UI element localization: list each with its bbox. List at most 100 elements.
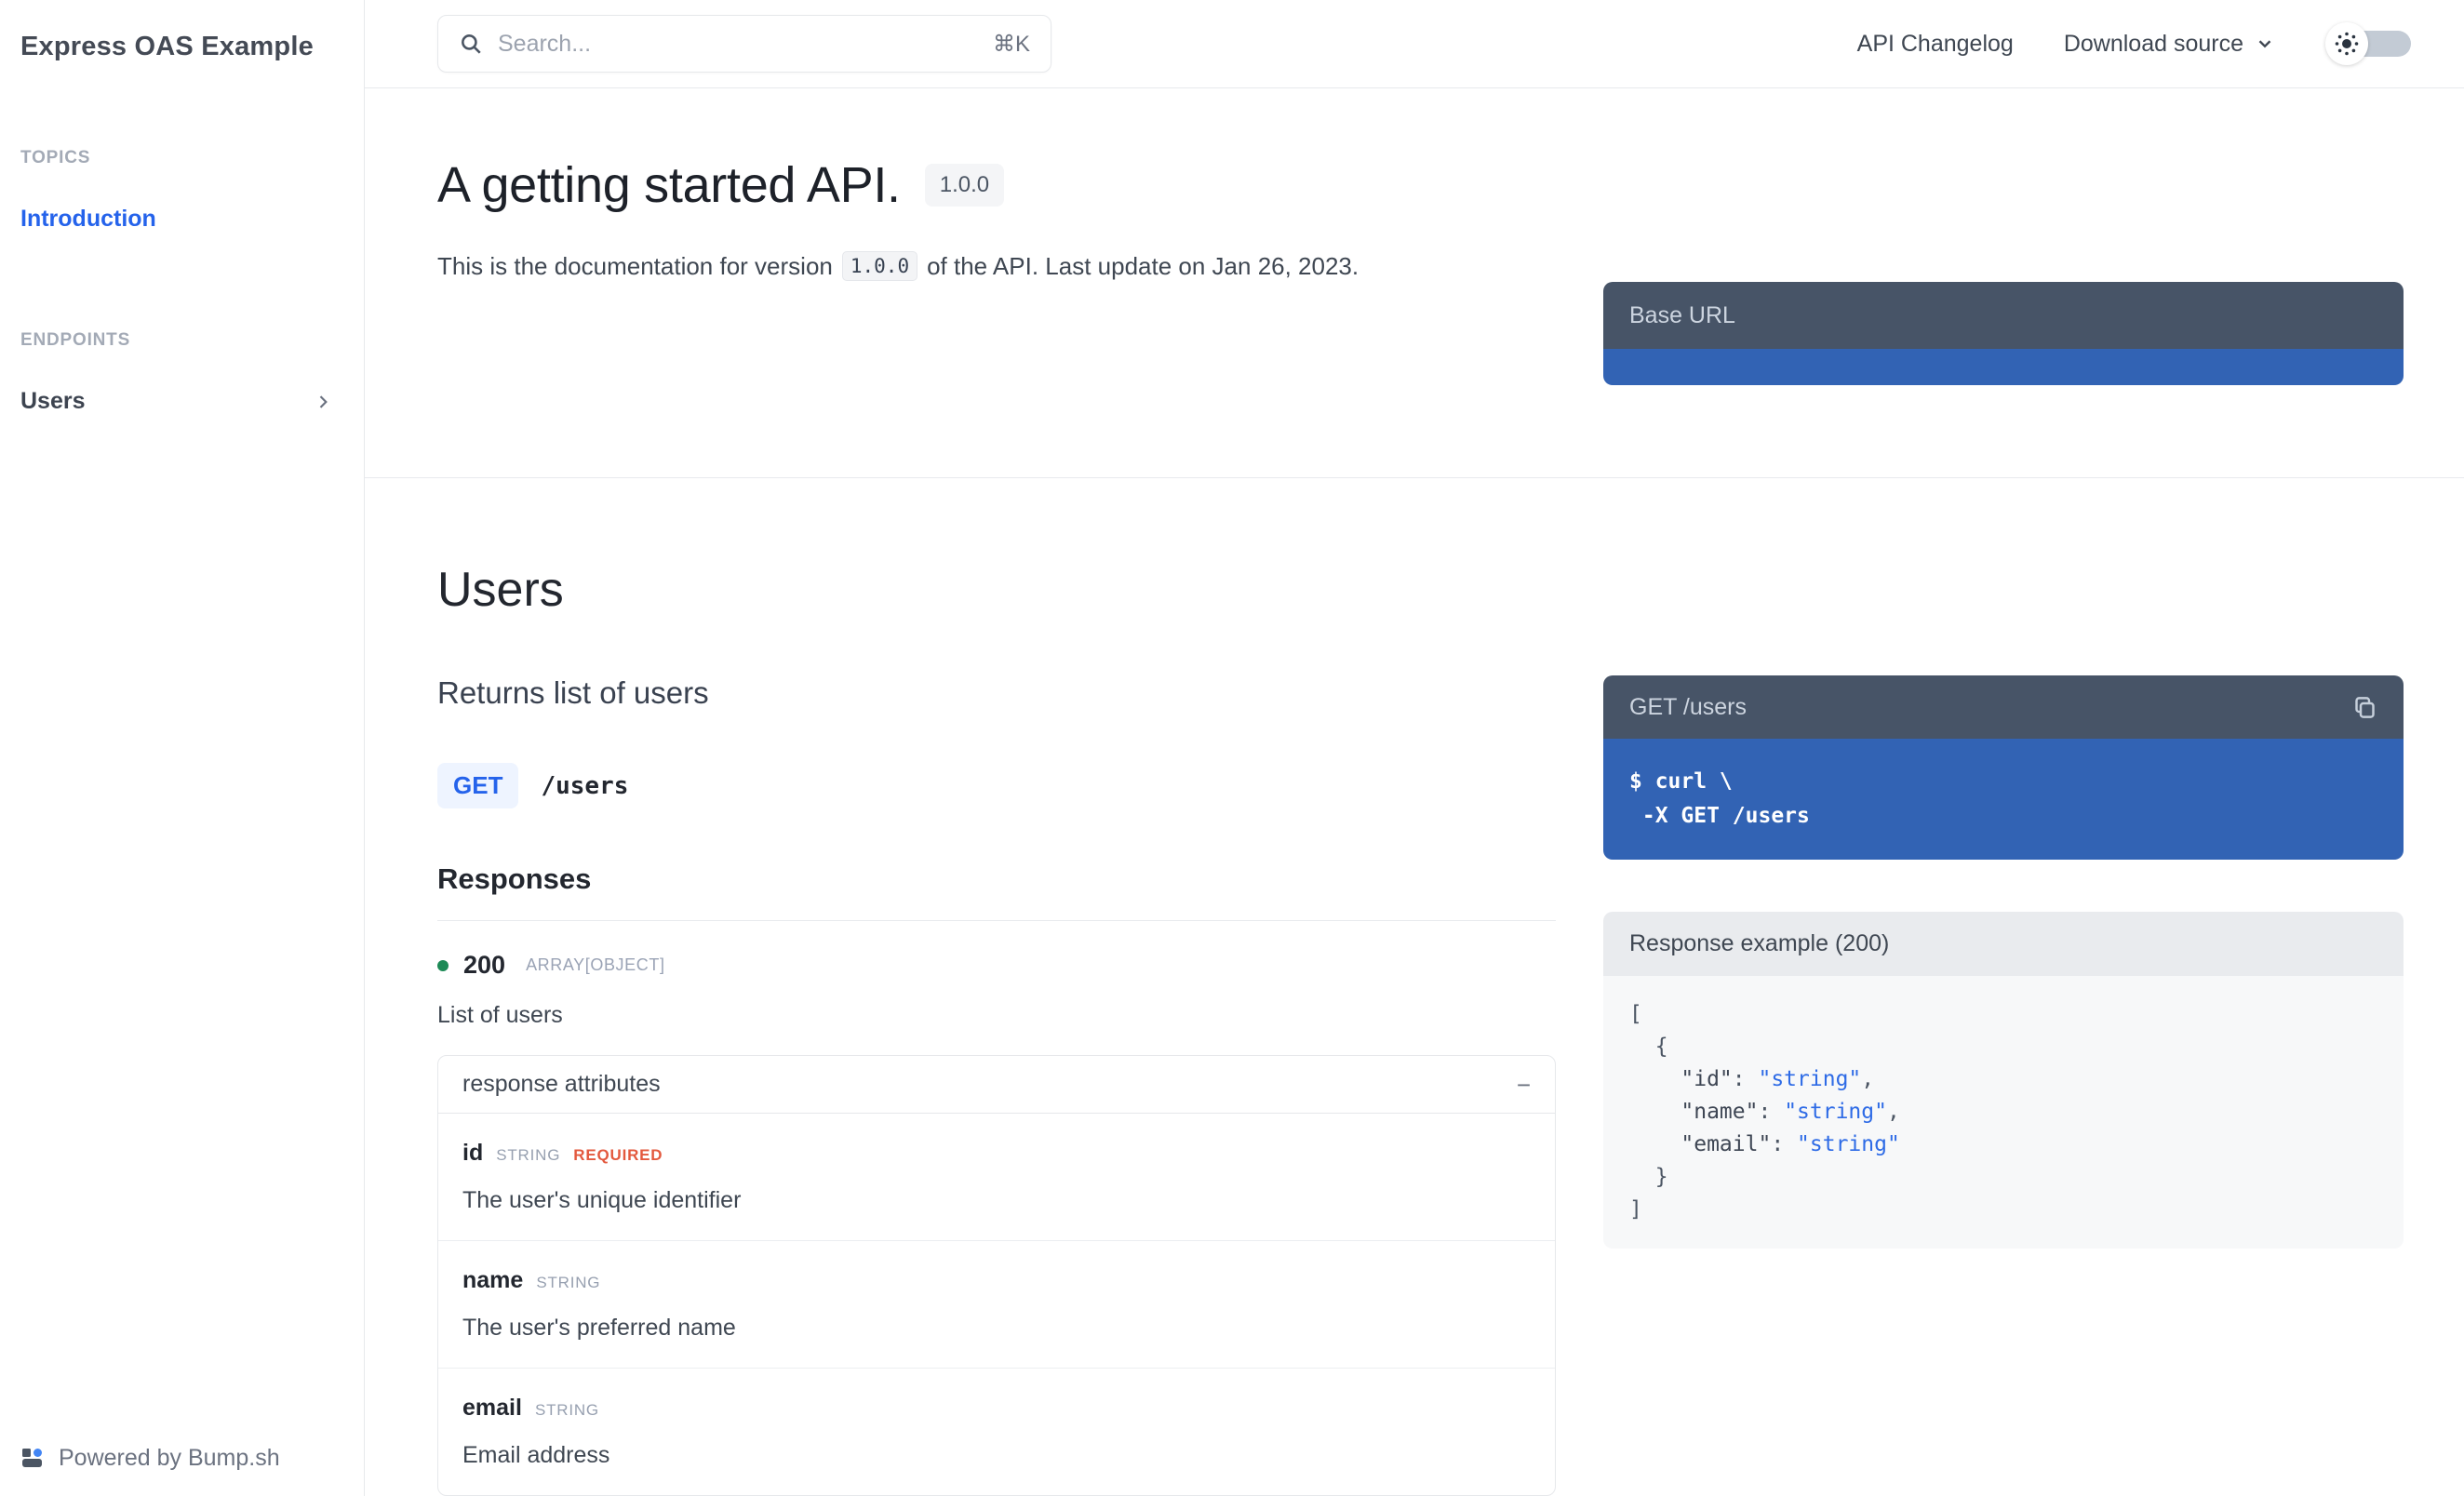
endpoint-path: /users — [541, 771, 629, 800]
status-description: List of users — [437, 1002, 563, 1028]
json-colon: : — [1758, 1100, 1785, 1124]
base-url-label: Base URL — [1629, 301, 1735, 328]
json-line: "email": "string" — [1629, 1129, 2377, 1161]
topbar: ⌘K API Changelog Download source — [365, 0, 2464, 88]
json-colon: : — [1732, 1067, 1759, 1091]
response-example-header: Response example (200) — [1603, 912, 2404, 976]
response-attributes-header[interactable]: response attributes − — [438, 1056, 1555, 1114]
attribute-description: The user's preferred name — [462, 1315, 736, 1341]
json-key: "name" — [1629, 1100, 1759, 1124]
json-value: "string" — [1797, 1132, 1900, 1156]
chevron-right-icon — [319, 394, 328, 408]
download-source-label: Download source — [2063, 30, 2243, 57]
status-dot-icon — [437, 959, 449, 971]
attribute-type: STRING — [534, 1401, 599, 1419]
response-example-title: Response example (200) — [1629, 930, 1890, 956]
intro-right-column: Base URL — [1603, 88, 2404, 477]
intro-description-after: of the API. Last update on Jan 26, 2023. — [927, 251, 1359, 280]
curl-code-block: $ curl \ -X GET /users — [1603, 739, 2404, 860]
search-icon — [462, 34, 481, 54]
endpoint-method-row: GET /users — [437, 763, 1556, 808]
attribute-name: id — [462, 1140, 484, 1166]
users-section: Users Returns list of users GET /users R… — [365, 478, 2464, 1496]
sidebar-nav: TOPICS Introduction ENDPOINTS Users — [0, 62, 364, 1445]
topbar-actions: API Changelog Download source — [1857, 21, 2411, 66]
base-url-value-area — [1603, 349, 2404, 385]
json-value: "string" — [1784, 1100, 1887, 1124]
attribute-description: The user's unique identifier — [462, 1187, 742, 1213]
attribute-row-name: name STRING The user's preferred name — [438, 1241, 1555, 1369]
chevron-down-icon — [2258, 40, 2271, 48]
base-url-header: Base URL — [1603, 282, 2404, 349]
attribute-name: email — [462, 1395, 522, 1421]
sidebar-item-users[interactable]: Users — [20, 388, 343, 415]
json-line: [ — [1629, 1002, 1642, 1026]
theme-toggle[interactable] — [2325, 21, 2411, 66]
responses-heading: Responses — [437, 862, 1556, 921]
intro-description: This is the documentation for version 1.… — [437, 251, 1556, 281]
intro-description-before: This is the documentation for version — [437, 251, 833, 280]
intro-section: A getting started API. 1.0.0 This is the… — [365, 88, 2464, 478]
sidebar-section-endpoints: ENDPOINTS — [20, 330, 131, 350]
page-title: A getting started API. — [437, 157, 901, 213]
json-line: ] — [1629, 1197, 1642, 1222]
search-input[interactable] — [498, 30, 978, 58]
download-source-button[interactable]: Download source — [2064, 31, 2275, 58]
sidebar: Express OAS Example TOPICS Introduction … — [0, 0, 365, 1496]
method-badge: GET — [437, 763, 519, 808]
version-badge: 1.0.0 — [924, 164, 1005, 207]
attribute-description: Email address — [462, 1442, 610, 1468]
json-line: "id": "string", — [1629, 1063, 2377, 1096]
main-area: ⌘K API Changelog Download source — [365, 0, 2464, 1496]
status-type: ARRAY[OBJECT] — [526, 955, 665, 974]
curl-example-panel: GET /users $ curl \ -X GET /users — [1603, 675, 2404, 860]
sidebar-section-topics: TOPICS — [20, 148, 91, 167]
curl-line: -X GET /users — [1629, 804, 1810, 828]
response-attributes-panel: response attributes − id STRING REQUIRED… — [437, 1055, 1556, 1496]
powered-by-label: Powered by Bump.sh — [59, 1445, 280, 1471]
attribute-required-badge: REQUIRED — [573, 1146, 663, 1164]
response-example-code: [ { "id": "string", "name": "string", "e… — [1603, 976, 2404, 1249]
bump-logo-icon — [22, 1449, 42, 1467]
json-line: } — [1629, 1165, 1668, 1189]
json-line: "name": "string", — [1629, 1096, 2377, 1129]
users-right-column: GET /users $ curl \ -X GET /users Respon… — [1603, 478, 2404, 1496]
search-shortcut: ⌘K — [992, 31, 1030, 57]
copy-button[interactable] — [2352, 695, 2377, 720]
sidebar-item-introduction[interactable]: Introduction — [20, 206, 156, 232]
json-colon: : — [1771, 1132, 1798, 1156]
theme-toggle-knob — [2325, 22, 2368, 65]
attribute-type: STRING — [536, 1274, 601, 1291]
powered-by-link[interactable]: Powered by Bump.sh — [0, 1445, 364, 1496]
sidebar-item-users-label: Users — [20, 388, 86, 414]
json-comma: , — [1886, 1100, 1900, 1124]
api-changelog-link[interactable]: API Changelog — [1856, 30, 2014, 57]
attribute-row-email: email STRING Email address — [438, 1369, 1555, 1495]
response-status-row: 200 ARRAY[OBJECT] — [437, 951, 1556, 980]
app-logo[interactable]: Express OAS Example — [20, 32, 314, 61]
attribute-row-id: id STRING REQUIRED The user's unique ide… — [438, 1114, 1555, 1241]
status-code: 200 — [463, 951, 506, 979]
intro-version-chip: 1.0.0 — [841, 251, 918, 281]
response-attributes-title: response attributes — [462, 1071, 661, 1097]
json-value: "string" — [1758, 1067, 1862, 1091]
curl-example-header: GET /users — [1603, 675, 2404, 739]
intro-left-column: A getting started API. 1.0.0 This is the… — [437, 88, 1556, 477]
users-left-column: Users Returns list of users GET /users R… — [437, 478, 1556, 1496]
json-comma: , — [1861, 1067, 1875, 1091]
copy-icon — [2355, 696, 2375, 718]
users-heading: Users — [437, 563, 564, 617]
attribute-name: name — [462, 1267, 524, 1293]
curl-example-title: GET /users — [1629, 693, 1747, 720]
operation-title: Returns list of users — [437, 675, 709, 710]
response-example-panel: Response example (200) [ { "id": "string… — [1603, 912, 2404, 1249]
base-url-panel: Base URL — [1603, 282, 2404, 385]
curl-line: $ curl \ — [1629, 769, 1733, 794]
json-line: { — [1629, 1035, 1668, 1059]
search-box[interactable]: ⌘K — [437, 15, 1051, 73]
json-key: "id" — [1629, 1067, 1733, 1091]
collapse-button[interactable]: − — [1516, 1070, 1531, 1099]
attribute-type: STRING — [496, 1146, 561, 1164]
sun-icon — [2335, 32, 2359, 56]
